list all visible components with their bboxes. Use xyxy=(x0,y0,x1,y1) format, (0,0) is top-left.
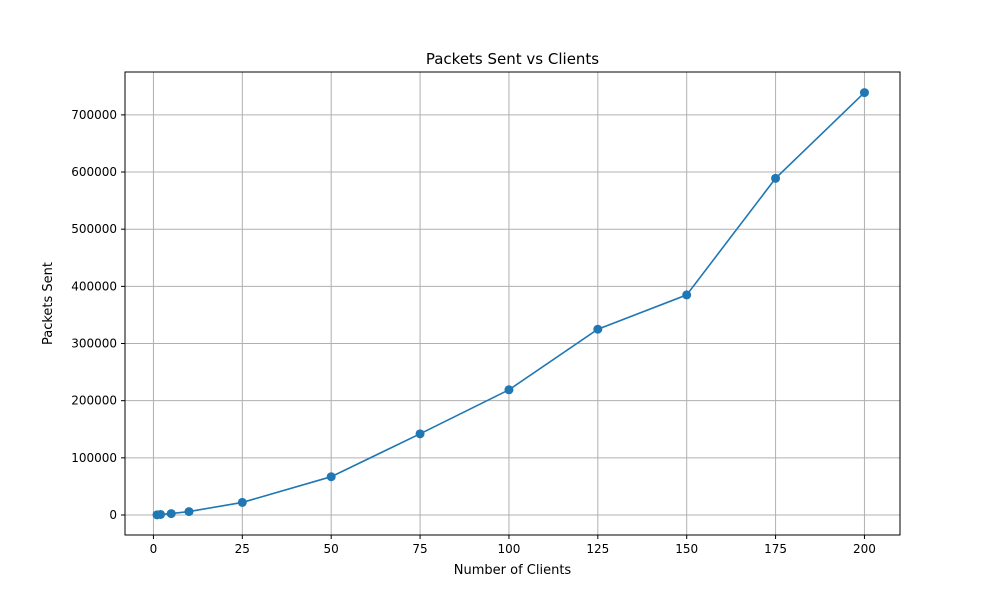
y-tick-label: 300000 xyxy=(71,337,117,351)
data-point xyxy=(504,385,514,395)
data-point xyxy=(415,429,425,439)
x-tick-label: 200 xyxy=(853,542,876,556)
x-tick-label: 125 xyxy=(586,542,609,556)
y-tick-label: 600000 xyxy=(71,165,117,179)
chart-title: Packets Sent vs Clients xyxy=(426,50,599,68)
x-tick-label: 25 xyxy=(235,542,250,556)
x-tick-label: 50 xyxy=(324,542,339,556)
x-tick-label: 0 xyxy=(150,542,158,556)
data-point xyxy=(771,173,781,183)
y-tick-label: 400000 xyxy=(71,279,117,293)
x-tick-label: 175 xyxy=(764,542,787,556)
y-tick-label: 500000 xyxy=(71,222,117,236)
y-tick-label: 200000 xyxy=(71,394,117,408)
y-tick-label: 0 xyxy=(109,508,117,522)
x-tick-label: 100 xyxy=(497,542,520,556)
grid xyxy=(125,72,900,535)
data-point xyxy=(156,509,166,519)
x-tick-label: 150 xyxy=(675,542,698,556)
axis-ticks: 0 25 50 75 100 125 150 175 200 0 100000 200000 30000… xyxy=(71,108,876,556)
x-axis-label: Number of Clients xyxy=(454,563,572,578)
y-axis-label: Packets Sent xyxy=(41,262,56,345)
data-point xyxy=(859,88,869,98)
x-tick-label: 75 xyxy=(412,542,427,556)
data-point xyxy=(184,507,194,517)
data-point xyxy=(682,290,692,300)
data-point xyxy=(593,324,603,334)
y-tick-label: 700000 xyxy=(71,108,117,122)
series xyxy=(152,88,869,520)
data-point xyxy=(326,472,336,482)
y-tick-label: 100000 xyxy=(71,451,117,465)
data-point xyxy=(166,509,176,519)
data-point xyxy=(237,497,247,507)
plot-frame xyxy=(124,71,901,536)
